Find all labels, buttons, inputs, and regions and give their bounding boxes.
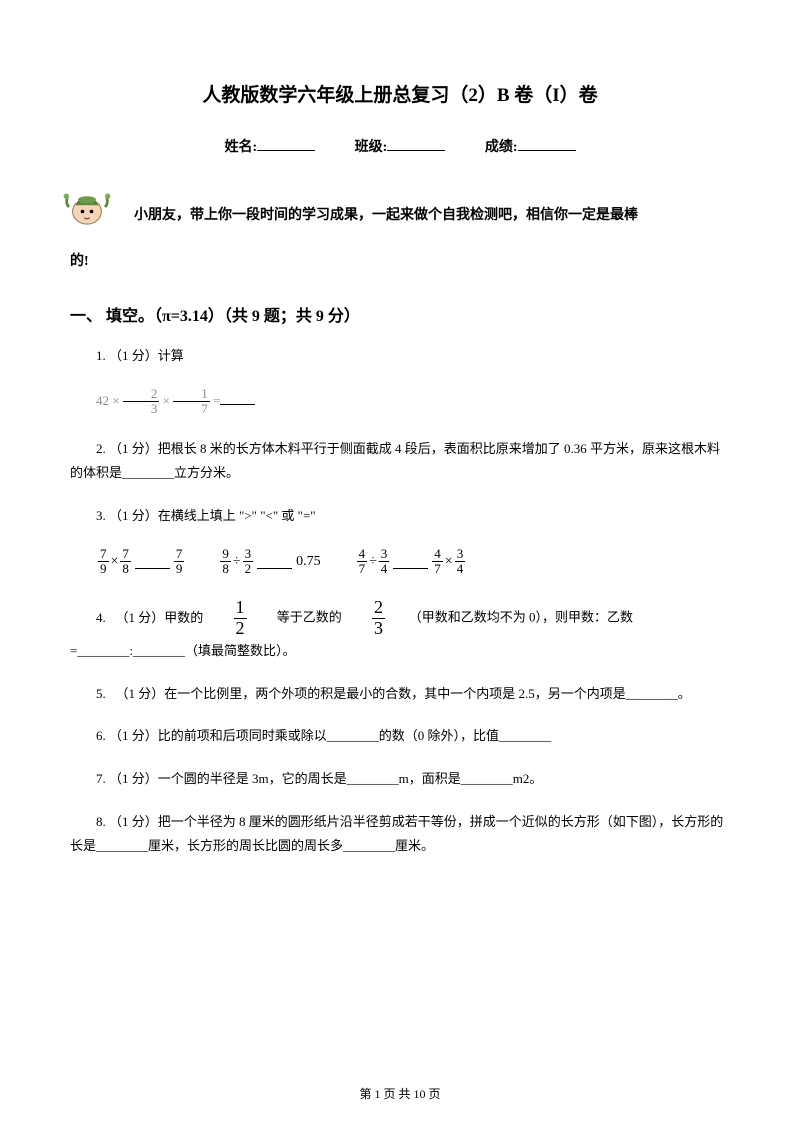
frac-num: 3	[455, 547, 466, 562]
name-blank[interactable]	[257, 135, 315, 151]
frac-den: 9	[98, 562, 109, 576]
frac-den: 4	[455, 562, 466, 576]
page-title: 人教版数学六年级上册总复习（2）B 卷（I）卷	[70, 80, 730, 107]
class-blank[interactable]	[387, 135, 445, 151]
score-label: 成绩:	[485, 140, 518, 155]
frac-num: 4	[357, 547, 368, 562]
frac-num: 1	[234, 598, 247, 619]
frac-num: 2	[123, 387, 160, 402]
q3-blank-3[interactable]	[393, 555, 428, 569]
q3-blank-1[interactable]	[135, 555, 170, 569]
frac-den: 8	[220, 562, 231, 576]
q4: 4. （1 分）甲数的 12 等于乙数的 23 （甲数和乙数均不为 0），则甲数…	[70, 598, 730, 663]
q4-p1: 4. （1 分）甲数的	[70, 610, 216, 625]
intro-line1: 小朋友，带上你一段时间的学习成果，一起来做个自我检测吧，相信你一定是最棒	[134, 198, 638, 234]
frac-den: 7	[432, 562, 443, 576]
q3-blank-2[interactable]	[257, 555, 292, 569]
q1-formula: 42 × 23 × 17 =	[70, 387, 730, 417]
intro-line2: 的!	[70, 244, 730, 280]
q2: 2. （1 分）把根长 8 米的长方体木料平行于侧面截成 4 段后，表面积比原来…	[70, 437, 730, 486]
frac-num: 1	[173, 387, 210, 402]
frac-den: 3	[123, 402, 160, 416]
q8: 8. （1 分）把一个半径为 8 厘米的圆形纸片沿半径剪成若干等份，拼成一个近似…	[70, 810, 730, 859]
equals-sign: =	[213, 393, 220, 408]
q5: 5. （1 分）在一个比例里，两个外项的积是最小的合数，其中一个内项是 2.5，…	[70, 682, 730, 707]
frac-num: 7	[174, 547, 185, 562]
q7: 7. （1 分）一个圆的半径是 3m，它的周长是________m，面积是___…	[70, 767, 730, 792]
score-blank[interactable]	[518, 135, 576, 151]
q1-stem: 1. （1 分）计算	[70, 344, 730, 369]
frac-num: 7	[120, 547, 131, 562]
q6: 6. （1 分）比的前项和后项同时乘或除以________的数（0 除外），比值…	[70, 724, 730, 749]
class-label: 班级:	[355, 140, 388, 155]
q3-stem: 3. （1 分）在横线上填上 ">" "<" 或 "="	[70, 504, 730, 529]
frac-den: 2	[243, 562, 254, 576]
q4-line2: =________:________（填最简整数比）。	[70, 643, 295, 658]
frac-num: 3	[379, 547, 390, 562]
frac-den: 4	[379, 562, 390, 576]
frac-den: 7	[173, 402, 210, 416]
q4-p2: 等于乙数的	[264, 610, 355, 625]
frac-den: 3	[372, 619, 385, 639]
header-fields: 姓名: 班级: 成绩:	[70, 135, 730, 156]
frac-num: 9	[220, 547, 231, 562]
q4-p3: （甲数和乙数均不为 0），则甲数：乙数	[402, 610, 633, 625]
section-1-title: 一、 填空。（π=3.14）（共 9 题；共 9 分）	[70, 302, 730, 326]
q1-blank[interactable]	[220, 391, 255, 405]
q3-compare: 79 × 78 79 98 ÷ 32 0.75 47 ÷ 34 47 × 34	[70, 547, 730, 577]
name-label: 姓名:	[224, 140, 257, 155]
frac-den: 9	[174, 562, 185, 576]
mult-sign: ×	[112, 393, 119, 408]
page-footer: 第 1 页 共 10 页	[0, 1085, 800, 1102]
q1-num: 42	[96, 393, 109, 408]
q3-mid: 0.75	[296, 554, 321, 570]
frac-num: 2	[372, 598, 385, 619]
frac-num: 3	[243, 547, 254, 562]
frac-den: 8	[120, 562, 131, 576]
frac-num: 7	[98, 547, 109, 562]
frac-den: 7	[357, 562, 368, 576]
frac-den: 2	[234, 619, 247, 639]
cartoon-icon	[60, 180, 114, 234]
frac-num: 4	[432, 547, 443, 562]
mult-sign: ×	[163, 393, 170, 408]
